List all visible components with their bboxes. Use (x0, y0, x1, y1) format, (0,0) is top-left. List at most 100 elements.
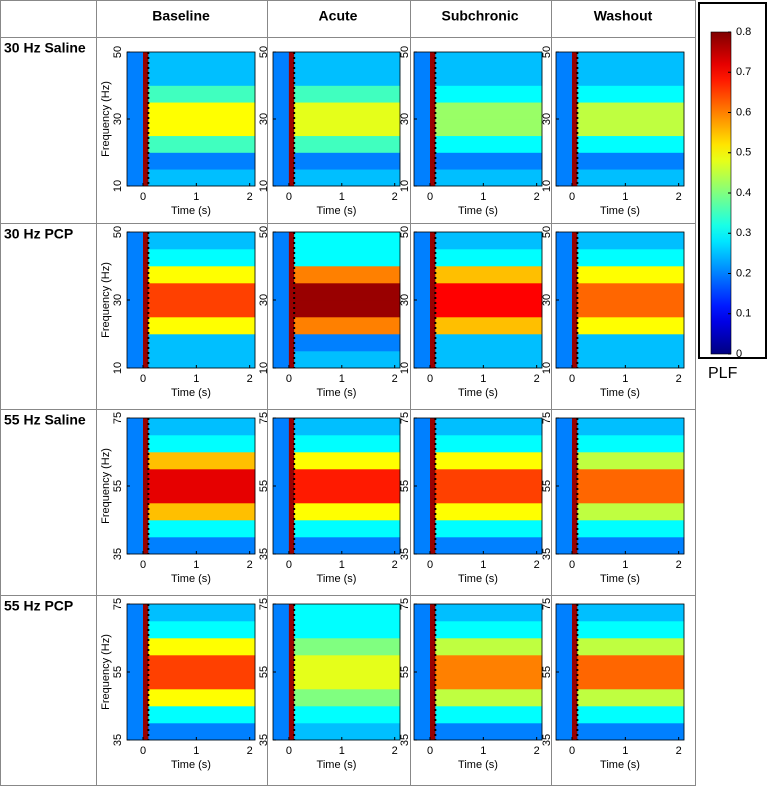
heatmap-cell (148, 452, 256, 470)
heatmap-cell (577, 486, 685, 504)
heatmap-cell (148, 249, 256, 267)
heatmap-cell (414, 638, 431, 656)
heatmap-cell (572, 102, 578, 120)
y-tick-label: 75 (112, 598, 124, 610)
heatmap-cell (572, 334, 578, 352)
x-tick-label: 1 (339, 745, 345, 757)
heatmap-cell (143, 266, 149, 284)
heatmap-cell (294, 638, 401, 656)
y-tick-label: 35 (258, 734, 270, 746)
heatmap-cell (435, 520, 543, 538)
y-tick-label: 35 (399, 734, 411, 746)
heatmap-panel: 0 1 2 10 30 50 Time (s) (399, 46, 543, 217)
heatmap-cell (148, 672, 256, 690)
heatmap-cell (577, 68, 685, 86)
row-header: 30 Hz PCP (4, 226, 73, 242)
heatmap-cell (143, 537, 149, 555)
heatmap-cell (127, 503, 144, 521)
heatmap-cell (414, 435, 431, 453)
heatmap-cell (143, 232, 149, 250)
heatmap-cell (572, 52, 578, 70)
heatmap-cell (288, 672, 295, 690)
heatmap-cell (294, 300, 401, 318)
heatmap-cell (294, 152, 401, 170)
x-axis-label: Time (s) (458, 759, 498, 771)
heatmap-cell (577, 435, 685, 453)
heatmap-panel: 0 1 2 10 30 50 Time (s) Frequency (Hz) (100, 226, 256, 399)
heatmap-cell (288, 266, 295, 284)
heatmap-cell (414, 283, 431, 301)
colorbar-tick-label: 0.3 (736, 227, 751, 239)
heatmap-cell (430, 152, 436, 170)
heatmap-cell (127, 169, 144, 187)
heatmap-cell (127, 672, 144, 690)
heatmap-cell (288, 334, 295, 352)
heatmap-cell (148, 135, 256, 153)
heatmap-cell (414, 452, 431, 470)
heatmap-cell (273, 435, 290, 453)
heatmap-cell (294, 469, 401, 487)
heatmap-cell (273, 232, 290, 250)
heatmap-cell (143, 152, 149, 170)
heatmap-cell (435, 435, 543, 453)
heatmap-cell (148, 706, 256, 724)
y-tick-label: 75 (258, 412, 270, 424)
heatmap-cell (143, 604, 149, 622)
heatmap-cell (556, 418, 573, 436)
heatmap-cell (148, 723, 256, 741)
heatmap-cell (143, 689, 149, 707)
x-tick-label: 2 (534, 745, 540, 757)
heatmap-cell (577, 249, 685, 267)
heatmap-cell (435, 317, 543, 335)
heatmap-cell (572, 689, 578, 707)
heatmap-cell (577, 672, 685, 690)
x-axis-label: Time (s) (600, 387, 640, 399)
x-axis-label: Time (s) (600, 759, 640, 771)
heatmap-cell (288, 418, 295, 436)
heatmap-cell (148, 520, 256, 538)
heatmap-cell (572, 152, 578, 170)
heatmap-cell (127, 520, 144, 538)
heatmap-cell (556, 249, 573, 267)
heatmap-cell (556, 351, 573, 369)
x-axis-label: Time (s) (171, 387, 211, 399)
x-tick-label: 2 (676, 191, 682, 203)
heatmap-cell (572, 169, 578, 187)
x-axis-label: Time (s) (600, 573, 640, 585)
y-tick-label: 50 (541, 46, 553, 58)
heatmap-cell (288, 452, 295, 470)
heatmap-cell (288, 469, 295, 487)
heatmap-cell (430, 672, 436, 690)
heatmap-cell (577, 520, 685, 538)
heatmap-cell (572, 723, 578, 741)
x-axis-label: Time (s) (317, 573, 357, 585)
heatmap-cell (273, 520, 290, 538)
y-tick-label: 55 (258, 666, 270, 678)
heatmap-cell (414, 52, 431, 70)
column-header: Baseline (152, 8, 210, 24)
heatmap-cell (435, 283, 543, 301)
heatmap-cell (556, 672, 573, 690)
heatmap-cell (435, 689, 543, 707)
x-tick-label: 2 (534, 191, 540, 203)
y-tick-label: 30 (112, 113, 124, 125)
heatmap-cell (294, 672, 401, 690)
heatmap-cell (435, 351, 543, 369)
heatmap-cell (572, 283, 578, 301)
heatmap-cell (294, 232, 401, 250)
x-tick-label: 0 (286, 559, 292, 571)
heatmap-cell (273, 68, 290, 86)
heatmap-cell (148, 152, 256, 170)
y-tick-label: 55 (541, 480, 553, 492)
heatmap-cell (572, 300, 578, 318)
y-tick-label: 55 (399, 480, 411, 492)
heatmap-cell (273, 537, 290, 555)
y-tick-label: 10 (112, 180, 124, 192)
heatmap-cell (577, 334, 685, 352)
heatmap-cell (556, 486, 573, 504)
heatmap-cell (127, 351, 144, 369)
colorbar-tick-label: 0.4 (736, 187, 751, 199)
heatmap-cell (572, 266, 578, 284)
heatmap-cell (572, 85, 578, 103)
y-tick-label: 75 (541, 598, 553, 610)
